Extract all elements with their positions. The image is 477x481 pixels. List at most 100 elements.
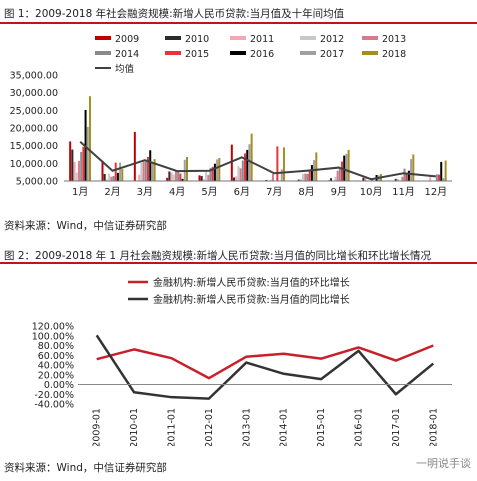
bar-2016-4月 [181,178,184,181]
x-tick-label-4: 5月 [201,186,217,198]
y-tick-label-5: 60.00% [38,351,74,362]
bar-2013-11月 [401,176,404,181]
bar-2011-8月 [299,179,302,181]
bar-2014-12月 [435,174,438,181]
bar-2015-4月 [179,173,182,181]
bar-2010-9月 [330,178,333,181]
bar-2010-7月 [265,179,268,181]
bar-2017-9月 [345,153,348,181]
bar-2012-2月 [108,173,111,181]
legend-swatch-8 [300,51,316,55]
bar-2015-9月 [341,161,344,181]
bar-2012-7月 [269,179,272,181]
y-tick-label-0: -40.00% [34,400,74,411]
bar-2010-10月 [362,177,365,181]
bar-2014-5月 [209,167,212,181]
x-tick-label-6: 2015-01 [316,408,327,446]
bar-2010-4月 [168,171,171,181]
bar-2010-6月 [233,177,236,181]
legend-label-8: 2017 [320,49,344,60]
y-tick-label-1: -20.00% [34,390,74,401]
bar-2013-1月 [77,160,80,181]
bar-2017-6月 [248,144,251,181]
bar-2017-12月 [442,178,445,181]
x-tick-label-9: 10月 [360,186,383,198]
bar-2017-5月 [216,159,219,181]
figure2-x-axis: 2009-01 2010-01 2011-01 2012-01 2013-01 2014-… [78,384,452,446]
x-tick-label-7: 2016-01 [354,408,365,446]
legend-swatch-3 [300,36,316,40]
x-tick-label-7: 8月 [298,186,314,198]
legend-label-10: 均值 [115,63,135,75]
figure1-title-rule [0,22,477,24]
bar-2011-12月 [429,176,432,181]
bar-2013-2月 [110,176,113,181]
series-line-1 [95,334,435,400]
legend-label-0: 金融机构:新增人民币贷款:当月值的环比增长 [153,276,350,289]
bar-2012-1月 [75,172,78,181]
legend-label-5: 2014 [115,49,139,60]
bar-2009-6月 [230,144,233,181]
x-tick-label-0: 2009-01 [92,408,103,446]
y-tick-label-3: 20,000.00 [10,124,58,135]
bar-2018-4月 [185,156,188,181]
figure2-chart: 金融机构:新增人民币贷款:当月值的环比增长金融机构:新增人民币贷款:当月值的同比… [32,276,452,446]
y-tick-label-6: 35,000.00 [10,71,58,82]
bar-2014-10月 [371,179,374,181]
x-tick-label-8: 9月 [331,186,347,198]
x-tick-label-3: 4月 [169,186,185,198]
bar-2012-9月 [334,176,337,181]
x-tick-label-9: 2018-01 [428,408,439,446]
bar-2018-3月 [153,159,156,181]
bar-2010-11月 [394,178,397,181]
figure2-legend: 金融机构:新增人民币贷款:当月值的环比增长金融机构:新增人民币贷款:当月值的同比… [128,276,350,306]
y-tick-label-7: 100.00% [32,331,74,342]
legend-swatch-1 [165,36,181,40]
bar-2017-1月 [86,126,89,181]
bar-2014-3月 [144,161,147,181]
x-tick-label-10: 11月 [392,186,415,198]
legend-swatch-2 [230,36,246,40]
bar-2011-10月 [364,177,367,181]
figure1-y-axis: 5,000.00 10,000.00 15,000.00 20,000.00 25,00… [10,71,58,188]
bar-2018-5月 [218,158,221,181]
bar-2018-1月 [88,96,91,181]
figure2-y-axis: -40.00%-20.00%0.00%20.00%40.00%60.00%80.… [32,322,74,411]
bar-2017-7月 [280,169,283,181]
bar-2014-1月 [80,152,83,181]
bar-2014-11月 [403,168,406,181]
legend-swatch-0 [95,36,111,40]
legend-label-7: 2016 [250,49,274,60]
bar-2016-11月 [407,170,410,181]
watermark: 一明说手谈 [416,457,471,470]
bar-2013-7月 [271,173,274,181]
bar-2014-9月 [338,168,341,181]
bar-2018-2月 [121,168,124,181]
bar-2010-8月 [297,179,300,181]
legend-label-9: 2018 [382,49,406,60]
bar-2011-3月 [138,174,141,181]
bar-2012-5月 [205,170,208,181]
bar-2014-2月 [112,176,115,181]
y-tick-label-2: 15,000.00 [10,141,58,152]
bar-2011-5月 [202,179,205,181]
figure1-chart: 2009 2010 2011 2012 2013 2014 2015 2016 2017 2018… [10,34,452,198]
bar-2016-8月 [310,165,313,181]
bar-2009-3月 [133,131,136,181]
legend-swatch-5 [95,51,111,55]
figure2-title-rule [0,262,477,264]
legend-label-6: 2015 [185,49,209,60]
bar-2010-1月 [71,149,74,181]
bar-2009-5月 [198,175,201,181]
bar-2015-7月 [276,146,279,181]
y-tick-label-6: 80.00% [38,341,74,352]
bar-2018-12月 [444,160,447,181]
y-tick-label-3: 20.00% [38,370,74,381]
bar-2016-3月 [149,150,152,181]
figure1-mean-line [79,141,436,181]
bar-2016-5月 [213,163,216,181]
bar-2018-7月 [282,147,285,181]
figure2-lines [95,334,435,400]
bar-2016-6月 [246,149,249,181]
figure1-title: 图 1：2009-2018 年社会融资规模:新增人民币贷款:当月值及十年间均值 [4,8,345,20]
